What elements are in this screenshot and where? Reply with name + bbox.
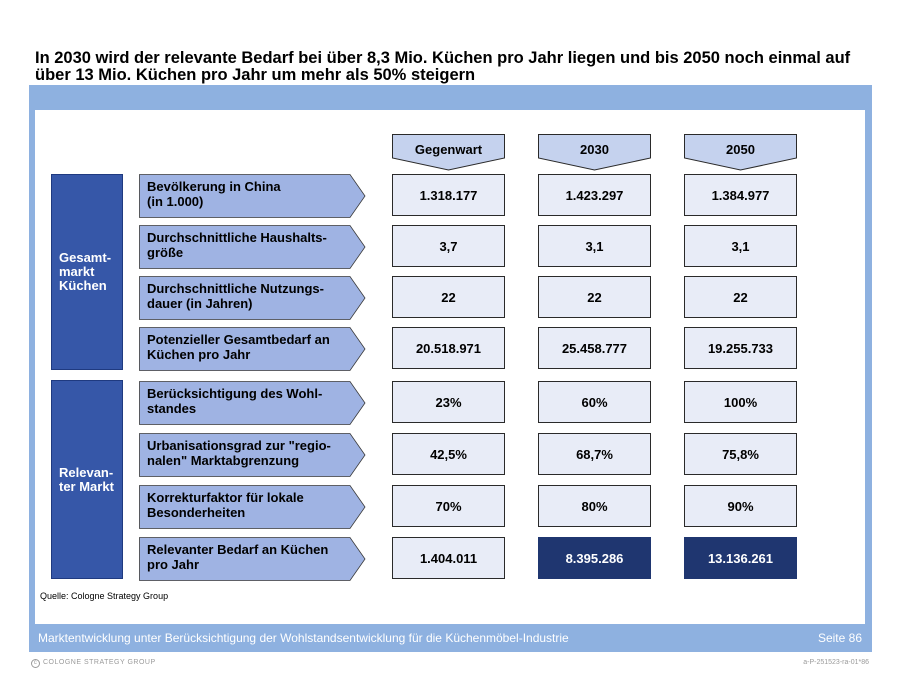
row-label: Berücksichtigung des Wohl- standes	[147, 386, 323, 416]
row-label-arrow: Urbanisationsgrad zur "regio- nalen" Mar…	[139, 433, 366, 477]
row-label-arrow: Durchschnittliche Haushalts- größe	[139, 225, 366, 269]
value-cell: 22	[392, 276, 505, 318]
copyright: c COLOGNE STRATEGY GROUP	[31, 659, 156, 668]
value-cell: 1.404.011	[392, 537, 505, 579]
row-label-arrow: Berücksichtigung des Wohl- standes	[139, 381, 366, 425]
value-cell: 1.423.297	[538, 174, 651, 216]
group-label: Gesamt- markt Küchen	[59, 250, 112, 293]
row-label: Potenzieller Gesamtbedarf an Küchen pro …	[147, 332, 330, 362]
row-label: Bevölkerung in China (in 1.000)	[147, 179, 281, 209]
column-header-2030: 2030	[538, 134, 651, 171]
row-label: Relevanter Bedarf an Küchen pro Jahr	[147, 542, 329, 572]
row-label-arrow: Potenzieller Gesamtbedarf an Küchen pro …	[139, 327, 366, 371]
value-cell: 23%	[392, 381, 505, 423]
footer-text: Marktentwicklung unter Berücksichtigung …	[38, 631, 569, 645]
value-cell: 3,1	[538, 225, 651, 267]
value-cell: 75,8%	[684, 433, 797, 475]
page-number: Seite 86	[817, 631, 862, 645]
row-label: Durchschnittliche Haushalts- größe	[147, 230, 327, 260]
row-label: Urbanisationsgrad zur "regio- nalen" Mar…	[147, 438, 331, 468]
value-cell: 80%	[538, 485, 651, 527]
value-cell: 90%	[684, 485, 797, 527]
value-cell: 20.518.971	[392, 327, 505, 369]
value-cell: 100%	[684, 381, 797, 423]
value-cell: 19.255.733	[684, 327, 797, 369]
row-label-arrow: Durchschnittliche Nutzungs- dauer (in Ja…	[139, 276, 366, 320]
value-cell: 22	[538, 276, 651, 318]
row-label-arrow: Relevanter Bedarf an Küchen pro Jahr	[139, 537, 366, 581]
value-cell: 1.384.977	[684, 174, 797, 216]
column-header-2050: 2050	[684, 134, 797, 171]
value-cell: 42,5%	[392, 433, 505, 475]
column-header-gegenwart: Gegenwart	[392, 134, 505, 171]
row-label: Korrekturfaktor für lokale Besonderheite…	[147, 490, 304, 520]
value-cell: 3,7	[392, 225, 505, 267]
value-cell: 22	[684, 276, 797, 318]
value-cell: 70%	[392, 485, 505, 527]
group-label: Relevan- ter Markt	[59, 464, 114, 494]
source-note: Quelle: Cologne Strategy Group	[40, 591, 169, 601]
group-box-gesamtmarkt: Gesamt- markt Küchen	[51, 174, 123, 370]
row-label-arrow: Korrekturfaktor für lokale Besonderheite…	[139, 485, 366, 529]
value-cell: 3,1	[684, 225, 797, 267]
copyright-icon: c	[31, 659, 40, 668]
value-cell: 68,7%	[538, 433, 651, 475]
reference-code: a-P-251523-ra-01*86	[803, 659, 869, 666]
value-cell: 60%	[538, 381, 651, 423]
value-cell: 25.458.777	[538, 327, 651, 369]
row-label: Durchschnittliche Nutzungs- dauer (in Ja…	[147, 281, 324, 311]
value-cell: 13.136.261	[684, 537, 797, 579]
page-title: In 2030 wird der relevante Bedarf bei üb…	[35, 49, 851, 84]
value-cell: 1.318.177	[392, 174, 505, 216]
row-label-arrow: Bevölkerung in China (in 1.000)	[139, 174, 366, 218]
value-cell: 8.395.286	[538, 537, 651, 579]
group-box-relevanter-markt: Relevan- ter Markt	[51, 380, 123, 579]
